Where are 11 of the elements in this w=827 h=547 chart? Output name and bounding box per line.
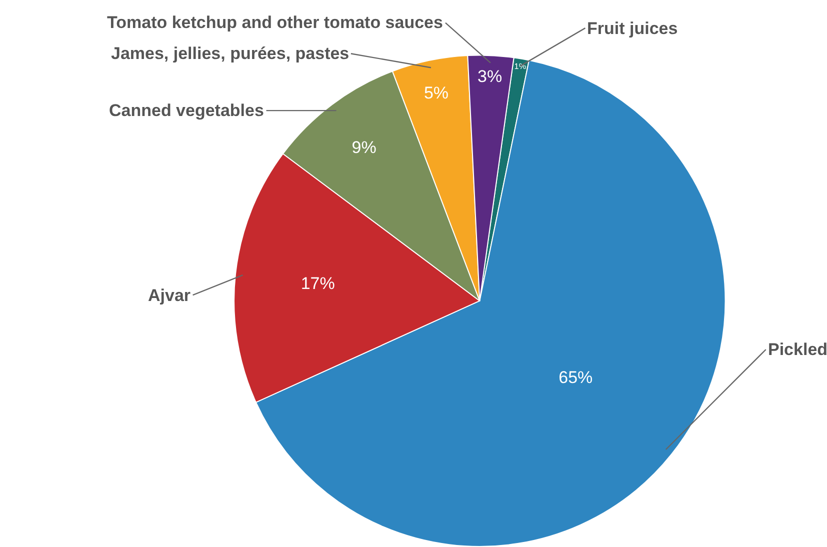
slice-label: Tomato ketchup and other tomato sauces [107,13,443,32]
slice-label: James, jellies, purées, pastes [111,44,350,63]
data-label: 17% [300,274,335,293]
data-label: 9% [352,138,376,157]
data-label: 3% [478,67,502,86]
slice-label: Fruit juices [587,19,678,38]
slice-label: Ajvar [148,286,191,305]
slice-label: Canned vegetables [109,101,264,120]
data-label: 65% [558,368,593,387]
slice-label: Pickled [768,340,827,359]
data-label: 5% [424,83,449,102]
